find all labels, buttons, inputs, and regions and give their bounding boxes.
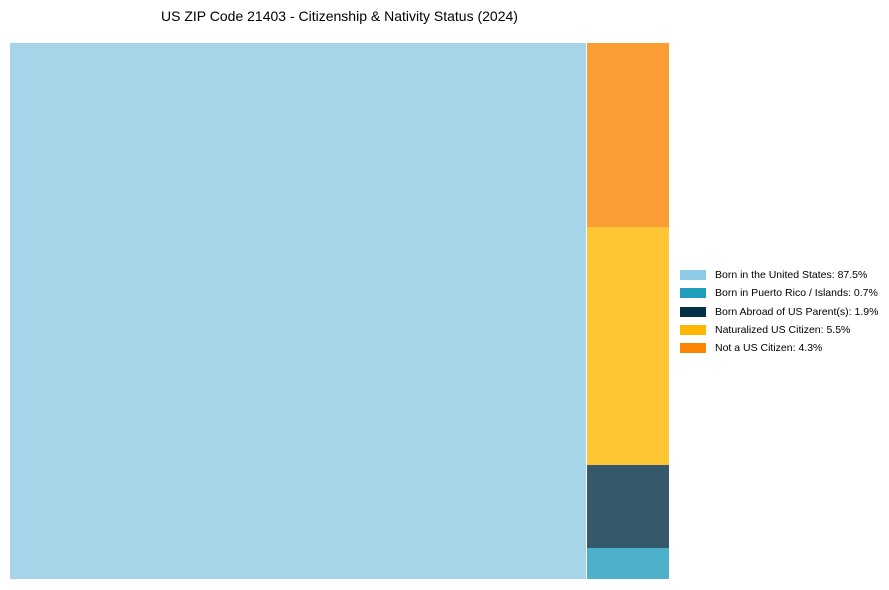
legend-label: Not a US Citizen: 4.3%	[715, 342, 823, 355]
tile-naturalized-us-citizen	[587, 227, 669, 465]
legend-label: Born in Puerto Rico / Islands: 0.7%	[715, 287, 878, 300]
legend: Born in the United States: 87.5% Born in…	[680, 266, 878, 357]
legend-item-born-in-puerto-rico: Born in Puerto Rico / Islands: 0.7%	[680, 284, 878, 302]
legend-label: Born in the United States: 87.5%	[715, 269, 868, 282]
legend-item-born-abroad-us-parents: Born Abroad of US Parent(s): 1.9%	[680, 303, 878, 321]
legend-swatch	[680, 343, 706, 354]
treemap-plot-area	[10, 43, 669, 579]
tile-born-abroad-us-parents	[587, 465, 669, 548]
tile-not-us-citizen	[587, 43, 669, 227]
legend-item-born-in-us: Born in the United States: 87.5%	[680, 266, 878, 284]
legend-swatch	[680, 325, 706, 336]
tile-born-in-us	[10, 43, 586, 579]
legend-item-not-us-citizen: Not a US Citizen: 4.3%	[680, 339, 878, 357]
tile-born-in-puerto-rico	[587, 548, 669, 579]
legend-swatch	[680, 306, 706, 317]
legend-label: Born Abroad of US Parent(s): 1.9%	[715, 305, 879, 318]
legend-swatch	[680, 270, 706, 281]
legend-label: Naturalized US Citizen: 5.5%	[715, 324, 851, 337]
legend-item-naturalized-us-citizen: Naturalized US Citizen: 5.5%	[680, 321, 878, 339]
legend-swatch	[680, 288, 706, 299]
chart-title: US ZIP Code 21403 - Citizenship & Nativi…	[161, 8, 518, 24]
